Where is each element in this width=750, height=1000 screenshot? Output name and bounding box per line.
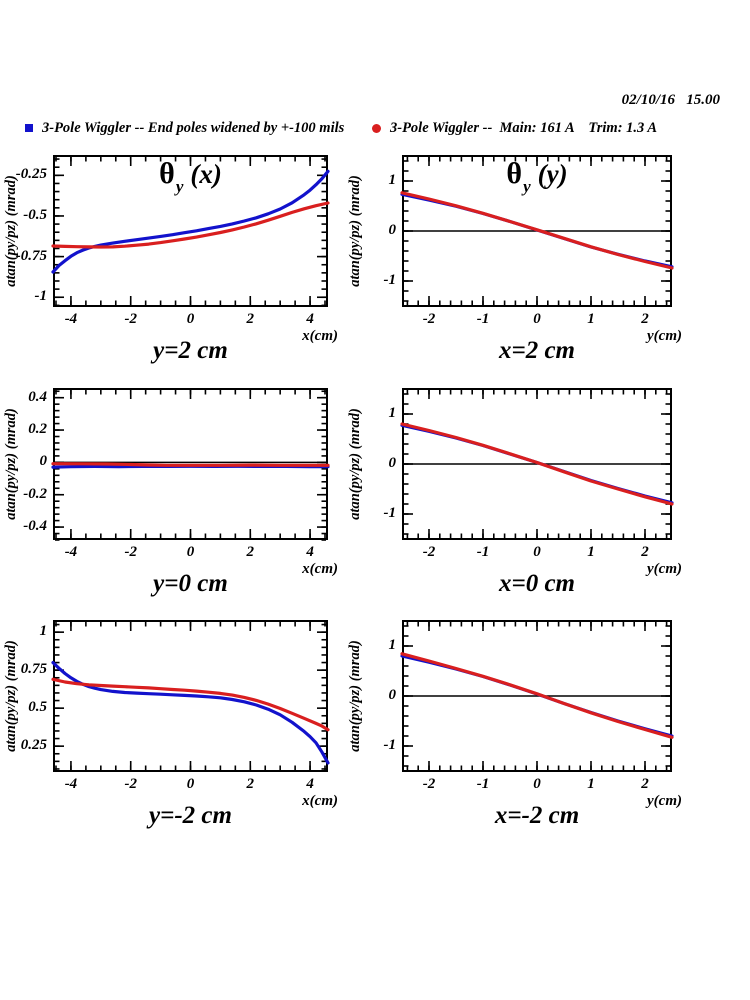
plot-caption: x=-2 cm: [494, 802, 580, 829]
y-tick-label: 1: [39, 623, 48, 640]
legend-item-main-trim: 3-Pole Wiggler -- Main: 161 A Trim: 1.3 …: [372, 119, 657, 137]
plot-thetay-vs-y-x0cm: -2 -1 0 1 2 1 0 -1 y(cm) atan(py/pz) (mrad) x=0 cm: [347, 388, 682, 597]
x-tick-label: 4: [306, 311, 314, 327]
curve-main-161A-trim-1p3A: [400, 422, 674, 506]
x-tick-label: 2: [246, 311, 255, 327]
x-tick-label: -4: [64, 776, 78, 792]
y-tick-label: 0.75: [20, 661, 47, 678]
x-tick-label: 0: [533, 311, 541, 327]
plot-caption: y=2 cm: [153, 337, 228, 364]
curve-main-161A-trim-1p3A: [51, 462, 330, 467]
legend-item-widened-poles: 3-Pole Wiggler -- End poles widened by +…: [25, 119, 344, 137]
x-tick-label: 0: [186, 544, 195, 560]
x-axis-name: x(cm): [302, 793, 338, 809]
plot-thetay-vs-x-y0cm: -4 -2 0 2 4 0.4 0.2 0 -0.2 -0.4 x(cm) atan(py/pz) (…: [3, 388, 338, 597]
plot-canvas: [400, 155, 674, 307]
x-tick-label: 1: [587, 544, 595, 560]
x-axis-name: x(cm): [302, 561, 338, 577]
x-tick-label: -2: [124, 776, 137, 792]
plot-frame: [53, 620, 328, 772]
x-axis-name: y(cm): [647, 793, 682, 809]
x-tick-label: -2: [422, 776, 436, 792]
y-tick-label: 0: [388, 455, 397, 471]
y-axis-name: atan(py/pz) (mrad): [3, 408, 19, 520]
x-tick-label: 2: [641, 311, 649, 327]
y-tick-label: -1: [34, 288, 48, 305]
legend-label: 3-Pole Wiggler -- Main: 161 A Trim: 1.3 …: [390, 119, 658, 136]
y-tick-label: -0.4: [23, 518, 47, 535]
y-tick-label: -1: [383, 737, 397, 753]
x-axis-name: y(cm): [647, 328, 682, 344]
plot-canvas: [51, 155, 330, 307]
y-tick-label: 0.5: [28, 699, 47, 716]
x-tick-label: -2: [124, 544, 137, 560]
x-tick-label: -4: [64, 311, 78, 327]
y-axis-name: atan(py/pz) (mrad): [3, 175, 19, 287]
plot-thetay-vs-x-y2cm: θy (x) -4 -2 0 2 4 -0.25 -0.5 -0.75 -1 x(cm) atan(py…: [3, 155, 338, 364]
y-tick-label: 1: [388, 405, 397, 421]
x-axis-name: x(cm): [302, 328, 338, 344]
datetime-stamp: 02/10/16 15.00: [621, 92, 720, 108]
x-axis-name: y(cm): [647, 561, 682, 577]
curve-end-poles-widened: [51, 169, 330, 274]
y-axis-name: atan(py/pz) (mrad): [347, 408, 363, 520]
y-tick-label: 0.2: [28, 421, 47, 438]
y-axis-name: atan(py/pz) (mrad): [347, 640, 363, 752]
plot-caption: y=-2 cm: [149, 802, 232, 829]
y-tick-label: 0.25: [20, 737, 47, 754]
x-tick-label: 2: [641, 776, 649, 792]
plot-canvas: [400, 388, 674, 540]
curve-main-161A-trim-1p3A: [51, 201, 330, 249]
plot-thetay-vs-x-yminus2cm: -4 -2 0 2 4 1 0.75 0.5 0.25 x(cm) atan(py/pz) (mra…: [3, 620, 338, 829]
curve-main-161A-trim-1p3A: [400, 652, 674, 739]
y-tick-label: -0.75: [15, 247, 47, 264]
plot-canvas: [400, 620, 674, 772]
y-tick-label: -0.5: [23, 206, 47, 223]
x-tick-label: -1: [476, 544, 490, 560]
x-tick-label: -2: [124, 311, 137, 327]
x-tick-label: -2: [422, 544, 436, 560]
plot-frame: [53, 155, 328, 307]
x-tick-label: 1: [587, 776, 595, 792]
plot-caption: y=0 cm: [153, 570, 228, 597]
plot-canvas: [51, 620, 330, 772]
y-axis-name: atan(py/pz) (mrad): [3, 640, 19, 752]
red-circle-icon: [372, 123, 381, 133]
x-tick-label: 0: [186, 311, 195, 327]
x-tick-label: -2: [422, 311, 436, 327]
y-tick-label: -0.25: [15, 166, 47, 183]
y-tick-label: -1: [383, 505, 397, 521]
y-tick-label: 0: [388, 687, 397, 703]
y-axis-name: atan(py/pz) (mrad): [347, 175, 363, 287]
plot-thetay-vs-y-x2cm: θy (y) -2 -1 0 1 2 1 0 -1 y(cm) atan(py/pz) (mrad) x…: [347, 155, 682, 364]
legend-label: 3-Pole Wiggler -- End poles widened by +…: [42, 119, 345, 136]
curve-main-161A-trim-1p3A: [400, 191, 674, 270]
x-tick-label: 4: [306, 544, 314, 560]
blue-square-icon: [25, 124, 33, 132]
curve-main-161A-trim-1p3A: [51, 677, 330, 732]
x-tick-label: 2: [641, 544, 649, 560]
x-tick-label: 0: [533, 544, 541, 560]
x-tick-label: 1: [587, 311, 595, 327]
x-tick-label: 0: [533, 776, 541, 792]
x-tick-label: 2: [246, 776, 255, 792]
x-tick-label: -1: [476, 311, 490, 327]
x-tick-label: 4: [306, 776, 314, 792]
x-tick-label: -4: [64, 544, 78, 560]
plot-caption: x=0 cm: [498, 570, 576, 597]
y-tick-label: 0: [388, 222, 397, 238]
y-tick-label: -0.2: [23, 485, 47, 502]
y-tick-label: 1: [388, 637, 397, 653]
x-tick-label: -1: [476, 776, 490, 792]
plot-canvas: [51, 388, 330, 541]
y-tick-label: -1: [383, 272, 397, 288]
x-tick-label: 2: [246, 544, 255, 560]
x-tick-label: 0: [186, 776, 195, 792]
plot-caption: x=2 cm: [498, 337, 576, 364]
y-tick-label: 1: [388, 172, 397, 188]
y-tick-label: 0: [39, 453, 48, 470]
y-tick-label: 0.4: [28, 388, 47, 405]
plot-thetay-vs-y-xminus2cm: -2 -1 0 1 2 1 0 -1 y(cm) atan(py/pz) (mrad) x=-2 c…: [347, 620, 682, 829]
